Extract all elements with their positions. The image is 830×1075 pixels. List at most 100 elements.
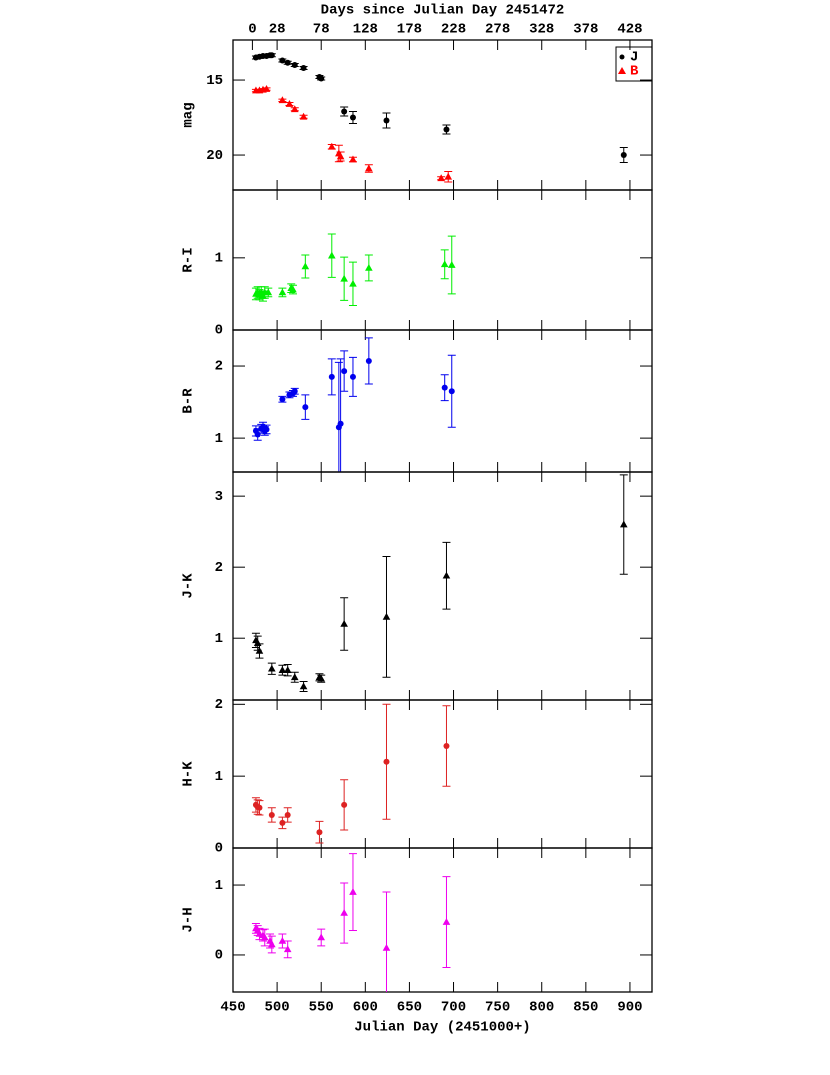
x-tick-label: 600 [353, 1000, 378, 1016]
data-point [327, 251, 336, 259]
top-tick-label: 378 [573, 22, 598, 38]
data-point [300, 65, 307, 72]
data-point [365, 263, 373, 271]
data-point [337, 420, 344, 427]
data-point [317, 933, 326, 941]
y-tick-label: 1 [215, 251, 223, 267]
y-axis-label: J-K [181, 573, 197, 599]
x-axis-label: Julian Day (2451000+) [354, 1020, 530, 1036]
top-tick-label: 428 [617, 22, 642, 38]
top-axis-label: Days since Julian Day 2451472 [321, 3, 565, 19]
y-tick-label: 1 [215, 631, 223, 647]
data-point [283, 945, 292, 953]
data-point [256, 804, 263, 811]
data-point [349, 155, 357, 163]
data-point [262, 85, 271, 92]
data-point [268, 664, 276, 672]
data-point [349, 114, 356, 121]
x-tick-label: 900 [617, 1000, 642, 1016]
data-point [341, 801, 348, 808]
data-point [619, 520, 628, 528]
y-axis-label: J-H [181, 907, 197, 932]
data-point [447, 261, 456, 268]
legend-label: B [630, 64, 639, 80]
data-point [382, 612, 391, 620]
data-point [316, 829, 323, 836]
y-tick-label: 3 [215, 489, 223, 505]
x-tick-label: 650 [397, 1000, 422, 1016]
y-axis-label: B-R [181, 388, 197, 414]
x-tick-label: 550 [309, 1000, 334, 1016]
data-point [443, 742, 450, 749]
data-point [448, 388, 455, 395]
data-point [291, 62, 298, 69]
data-point [279, 396, 286, 403]
plot-frame [232, 699, 653, 849]
plot-frame [232, 471, 653, 701]
top-tick-label: 78 [313, 22, 330, 38]
data-point [383, 758, 390, 765]
data-point [442, 918, 451, 925]
top-tick-label: 228 [441, 22, 466, 38]
data-point [290, 105, 299, 113]
data-point [299, 112, 308, 120]
data-point [302, 404, 309, 411]
y-tick-label: 0 [215, 841, 223, 857]
data-point [278, 666, 287, 673]
data-point [328, 373, 335, 380]
y-tick-label: 2 [215, 697, 223, 713]
data-point [254, 431, 261, 438]
y-tick-label: 2 [215, 359, 223, 375]
data-point [327, 142, 336, 150]
data-point [382, 943, 391, 951]
legend-marker [618, 67, 626, 74]
legend-marker [619, 54, 625, 60]
data-point [383, 117, 390, 124]
data-point [255, 646, 264, 654]
data-point [341, 108, 348, 115]
data-point [349, 373, 356, 380]
y-axis-label: R-I [181, 247, 197, 272]
top-tick-label: 28 [269, 22, 286, 38]
data-point [341, 368, 348, 375]
data-point [289, 285, 297, 293]
data-point [285, 100, 294, 107]
data-point [284, 59, 291, 66]
plot-frame [232, 189, 653, 331]
data-point [437, 174, 445, 182]
top-tick-label: 278 [485, 22, 510, 38]
x-tick-label: 750 [485, 1000, 510, 1016]
y-tick-label: 1 [215, 878, 223, 894]
data-point [444, 172, 453, 180]
y-tick-label: 1 [215, 769, 223, 785]
legend-box [615, 46, 653, 82]
data-point [317, 674, 326, 682]
data-point [299, 682, 308, 690]
data-point [441, 384, 448, 391]
top-tick-label: 328 [529, 22, 554, 38]
y-tick-label: 2 [215, 560, 223, 576]
data-point [279, 57, 286, 64]
error-bar [334, 361, 343, 472]
data-point [264, 288, 273, 296]
data-point [283, 666, 292, 673]
y-tick-label: 1 [215, 431, 223, 447]
legend-label: J [630, 50, 638, 66]
data-point [443, 126, 450, 133]
y-tick-label: 15 [206, 73, 223, 89]
data-point [279, 819, 286, 826]
data-point [284, 811, 291, 818]
x-tick-label: 500 [264, 1000, 289, 1016]
data-point [278, 936, 287, 944]
data-point [301, 262, 310, 270]
data-point [260, 933, 269, 941]
data-point [278, 96, 287, 104]
data-point [291, 388, 298, 395]
x-tick-label: 850 [573, 1000, 598, 1016]
data-point [336, 152, 345, 160]
data-point [263, 426, 270, 433]
data-point [349, 279, 357, 287]
data-point [340, 909, 348, 916]
x-tick-label: 700 [441, 1000, 466, 1016]
